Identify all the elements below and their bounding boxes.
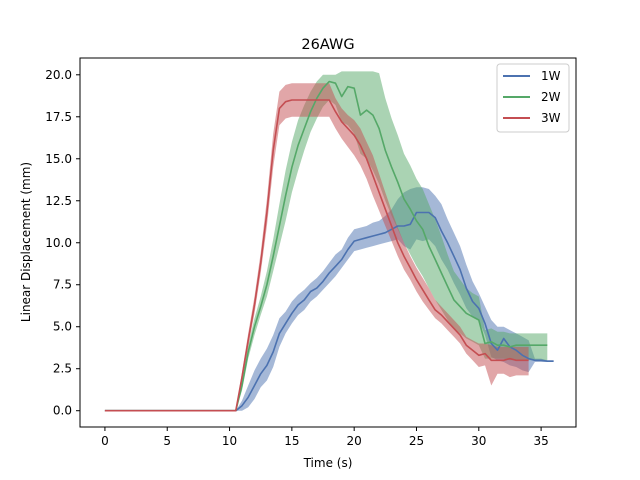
confidence-bands xyxy=(104,71,554,411)
series-lines xyxy=(104,80,554,412)
legend: 1W 2W 3W xyxy=(496,63,570,133)
line-3w xyxy=(104,99,529,412)
legend-box xyxy=(496,63,570,133)
y-tick-label: 10.0 xyxy=(45,236,72,250)
y-axis: 0.0 2.5 5.0 7.5 10.0 12.5 15.0 17.5 20.0 xyxy=(45,68,80,418)
legend-label-3w: 3W xyxy=(541,111,561,125)
line-2w xyxy=(104,80,548,412)
x-tick-label: 25 xyxy=(409,434,424,448)
x-tick-label: 5 xyxy=(163,434,171,448)
y-tick-label: 0.0 xyxy=(53,404,72,418)
x-axis: 0 5 10 15 20 25 30 35 xyxy=(101,427,549,448)
x-tick-label: 35 xyxy=(533,434,548,448)
x-tick-label: 0 xyxy=(101,434,109,448)
y-tick-label: 15.0 xyxy=(45,152,72,166)
y-tick-label: 12.5 xyxy=(45,194,72,208)
legend-label-2w: 2W xyxy=(541,90,561,104)
y-tick-label: 17.5 xyxy=(45,110,72,124)
x-tick-label: 20 xyxy=(347,434,362,448)
x-tick-label: 10 xyxy=(222,434,237,448)
x-tick-label: 30 xyxy=(471,434,486,448)
y-axis-label: Linear Displacement (mm) xyxy=(19,162,33,322)
y-tick-label: 5.0 xyxy=(53,320,72,334)
y-tick-label: 20.0 xyxy=(45,68,72,82)
x-axis-label: Time (s) xyxy=(303,456,353,470)
chart-title: 26AWG xyxy=(301,37,354,53)
line-1w xyxy=(104,211,554,412)
y-tick-label: 7.5 xyxy=(53,278,72,292)
x-tick-label: 15 xyxy=(284,434,299,448)
legend-label-1w: 1W xyxy=(541,69,561,83)
y-tick-label: 2.5 xyxy=(53,362,72,376)
